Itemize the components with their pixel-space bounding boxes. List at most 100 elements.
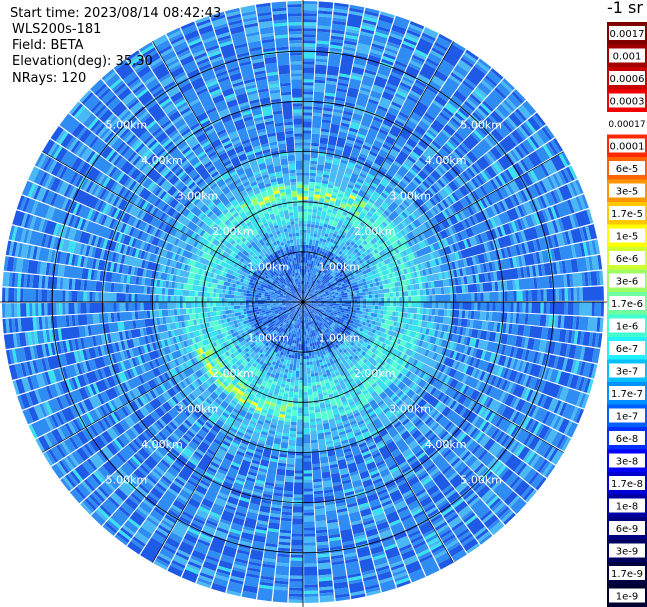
range-gate	[424, 282, 429, 289]
range-gate	[285, 469, 295, 477]
range-gate	[576, 360, 583, 375]
range-gate	[394, 326, 405, 335]
range-gate	[467, 283, 478, 293]
range-gate	[451, 402, 460, 412]
range-gate	[477, 381, 490, 395]
range-gate	[382, 112, 397, 128]
range-gate	[386, 357, 392, 364]
range-gate	[380, 241, 389, 250]
range-gate	[371, 43, 385, 50]
range-gate	[505, 97, 517, 110]
range-gate	[315, 221, 320, 226]
range-gate	[307, 293, 312, 298]
range-gate	[292, 515, 303, 519]
range-gate	[379, 366, 385, 373]
range-gate	[400, 279, 410, 287]
range-gate	[392, 95, 405, 106]
range-gate	[390, 267, 395, 273]
range-gate	[407, 476, 420, 487]
range-gate	[404, 241, 411, 249]
range-gate	[444, 434, 456, 447]
range-gate	[491, 261, 497, 272]
range-gate	[397, 114, 408, 122]
range-gate	[349, 380, 356, 386]
range-gate	[325, 310, 332, 315]
range-gate	[504, 393, 515, 407]
range-gate	[376, 131, 388, 141]
range-gate	[317, 262, 320, 267]
range-gate	[318, 311, 322, 314]
range-gate	[527, 419, 537, 432]
range-gate	[532, 165, 547, 181]
range-gate	[508, 133, 520, 146]
range-gate	[321, 119, 331, 124]
range-gate	[367, 312, 372, 317]
range-gate	[404, 247, 413, 256]
range-gate	[332, 298, 337, 301]
range-gate	[303, 244, 306, 254]
range-gate	[288, 369, 293, 374]
range-gate	[315, 314, 323, 323]
range-gate	[354, 141, 363, 148]
range-gate	[347, 306, 351, 310]
range-gate	[334, 162, 348, 188]
range-gate	[320, 282, 324, 286]
range-gate	[378, 206, 386, 213]
range-gate	[432, 344, 438, 353]
range-gate	[576, 392, 584, 407]
range-gate	[503, 345, 513, 357]
range-gate	[530, 473, 545, 489]
range-gate	[383, 175, 391, 183]
range-gate	[384, 158, 393, 166]
range-gate	[319, 143, 328, 148]
range-gate	[318, 225, 323, 230]
range-gate	[422, 142, 440, 161]
range-gate	[398, 413, 406, 421]
range-gate	[560, 315, 565, 329]
range-gate	[359, 221, 366, 227]
range-gate	[318, 275, 334, 289]
range-gate	[345, 259, 352, 266]
range-gate	[463, 276, 468, 285]
range-gate	[447, 226, 454, 236]
range-gate	[503, 184, 512, 196]
range-gate	[320, 313, 324, 317]
range-gate	[436, 202, 444, 212]
range-gate	[387, 201, 399, 213]
range-gate	[428, 408, 437, 417]
range-gate	[315, 314, 319, 317]
range-gate	[345, 226, 356, 239]
range-gate	[365, 63, 379, 73]
range-gate	[383, 310, 387, 315]
range-gate	[346, 161, 356, 170]
range-gate	[410, 272, 415, 279]
range-gate	[375, 258, 381, 264]
range-gate	[381, 354, 387, 361]
range-gate	[299, 337, 302, 342]
range-gate	[425, 463, 436, 472]
range-gate	[451, 360, 458, 369]
range-gate	[381, 221, 388, 228]
range-gate	[449, 474, 465, 489]
range-gate	[297, 416, 303, 420]
range-gate	[313, 312, 316, 316]
range-gate	[321, 180, 329, 185]
range-gate	[323, 307, 327, 310]
range-gate	[304, 584, 318, 588]
range-gate	[314, 315, 320, 321]
range-gate	[348, 158, 357, 165]
range-gate	[413, 352, 438, 369]
range-gate	[396, 275, 404, 282]
ray	[303, 302, 578, 438]
range-gate	[401, 148, 411, 156]
range-gate	[464, 472, 476, 483]
range-gate	[333, 11, 348, 17]
range-gate	[364, 175, 374, 185]
range-gate	[378, 302, 385, 306]
range-gate	[303, 61, 315, 65]
range-gate	[354, 228, 360, 234]
range-gate	[291, 533, 303, 537]
range-gate	[514, 256, 520, 268]
range-gate	[371, 213, 380, 222]
range-gate	[311, 304, 321, 309]
